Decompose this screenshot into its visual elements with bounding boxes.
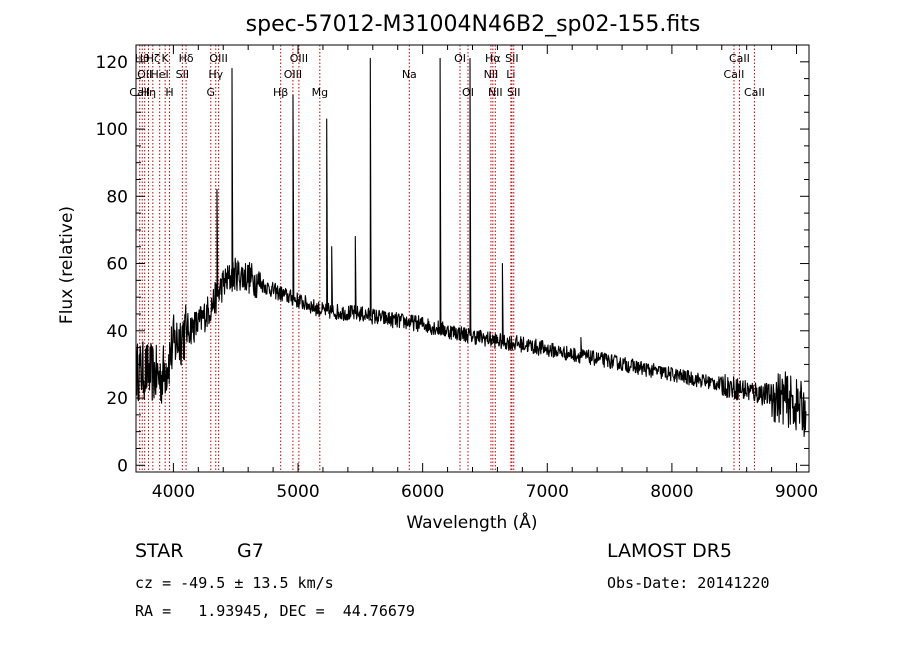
line-marker-label-16: Mg [312, 86, 328, 99]
x-tick-label: 8000 [650, 482, 693, 502]
y-tick-label: 80 [106, 187, 128, 207]
redshift-readout: cz = -49.5 ± 13.5 km/s [135, 574, 334, 592]
y-tick-label: 40 [106, 322, 128, 342]
plot-frame [135, 44, 810, 473]
coordinates: RA = 1.93945, DEC = 44.76679 [135, 602, 415, 620]
line-marker-label-10: G [207, 86, 216, 99]
line-marker-label-7: H [165, 86, 173, 99]
chart-title: spec-57012-M31004N46B2_sp02-155.fits [246, 12, 701, 37]
line-marker-label-9: Hδ [179, 52, 194, 65]
y-axis-label: Flux (relative) [57, 206, 77, 324]
y-tick-label: 100 [96, 120, 128, 140]
line-marker-label-13: Hβ [273, 86, 288, 99]
x-axis-ticks: 4000 5000 6000 7000 8000 9000 [152, 45, 818, 502]
x-tick-label: 9000 [775, 482, 818, 502]
line-marker-label-8: SII [176, 68, 189, 81]
line-marker-label-17: Na [402, 68, 417, 81]
x-tick-label: 6000 [401, 482, 444, 502]
line-marker-label-23: Li [506, 68, 515, 81]
y-tick-label: 0 [117, 456, 128, 476]
object-class: STAR [135, 540, 184, 562]
line-markers: CaIIHθOIIHηHζHeIKHSIIHδGHγOIIIHβOIIIOIII… [129, 45, 765, 472]
line-marker-label-24: SII [505, 52, 518, 65]
line-marker-label-28: CaII [744, 86, 765, 99]
line-marker-label-6: K [162, 52, 170, 65]
survey-name: LAMOST DR5 [607, 540, 732, 562]
line-marker-label-3: Hη [141, 86, 156, 99]
line-marker-label-20: NII [484, 68, 499, 81]
line-marker-label-19: OI [462, 86, 474, 99]
line-marker-label-26: CaII [724, 68, 745, 81]
y-tick-label: 20 [106, 389, 128, 409]
line-marker-label-15: OIII [290, 52, 308, 65]
x-tick-label: 4000 [152, 482, 195, 502]
spectrum-line [136, 57, 807, 438]
line-marker-label-25: SII [507, 86, 520, 99]
x-tick-label: 5000 [276, 482, 319, 502]
spectrum-series [136, 57, 807, 438]
y-axis-ticks: 0 20 40 60 80 100 120 [96, 53, 809, 476]
line-marker-label-21: Hα [485, 52, 501, 65]
line-marker-label-5: HeI [151, 68, 169, 81]
line-marker-label-22: NII [488, 86, 503, 99]
y-tick-label: 120 [96, 53, 128, 73]
x-axis-label: Wavelength (Å) [406, 511, 537, 533]
x-tick-label: 7000 [526, 482, 569, 502]
object-subclass: G7 [237, 540, 264, 562]
line-marker-label-27: CaII [729, 52, 750, 65]
line-marker-label-0: CaII [129, 86, 150, 99]
line-marker-label-11: Hγ [208, 68, 223, 81]
line-marker-label-14: OIII [284, 68, 302, 81]
y-tick-label: 60 [106, 255, 128, 275]
line-marker-label-4: Hζ [146, 52, 160, 65]
line-marker-label-12: OIII [209, 52, 227, 65]
obs-date: Obs-Date: 20141220 [607, 574, 770, 592]
line-marker-label-18: OI [454, 52, 466, 65]
